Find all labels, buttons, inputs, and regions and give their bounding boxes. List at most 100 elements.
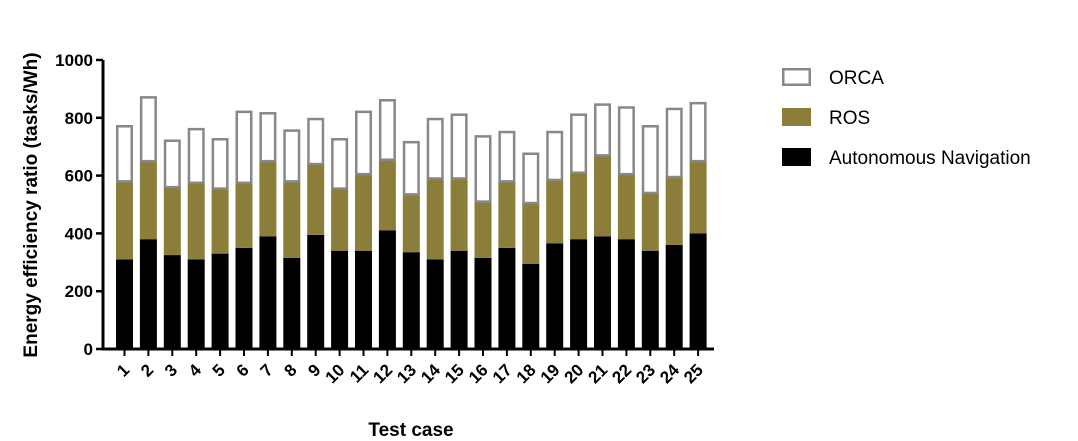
y-axis-title: Energy efficiency ratio (tasks/Wh) bbox=[21, 52, 42, 357]
bar-segment-ros bbox=[116, 181, 133, 260]
bar-segment-ros bbox=[307, 164, 325, 235]
bar-segment-orca bbox=[235, 110, 253, 185]
bar-segment-ros bbox=[163, 187, 181, 256]
bar-segment-orca bbox=[617, 106, 635, 176]
bar-segment-ros bbox=[641, 192, 659, 251]
bar-segment-autonomous-navigation bbox=[235, 247, 253, 349]
bar-segment-ros bbox=[378, 159, 396, 231]
y-ticks-group: 0 200 400 600 800 1000 bbox=[55, 51, 103, 359]
bar-segment-ros bbox=[450, 178, 468, 251]
bar-segment-ros bbox=[211, 188, 229, 254]
x-tick-label: 3 bbox=[161, 360, 181, 380]
bar-segment-ros bbox=[283, 181, 301, 258]
bar-segment-orca bbox=[116, 125, 133, 183]
bar-segment-orca bbox=[378, 99, 396, 161]
legend-label: Autonomous Navigation bbox=[829, 148, 1031, 169]
legend-swatch-ros bbox=[782, 108, 811, 126]
bar-segment-autonomous-navigation bbox=[617, 239, 635, 349]
x-tick-label: 5 bbox=[209, 360, 229, 380]
bar-segment-autonomous-navigation bbox=[187, 259, 205, 349]
bar-segment-ros bbox=[355, 174, 372, 251]
bar-segment-autonomous-navigation bbox=[116, 259, 133, 349]
bar-segment-orca bbox=[594, 103, 611, 157]
bar-segment-ros bbox=[617, 174, 635, 240]
bar-segment-orca bbox=[139, 96, 157, 163]
bar-segment-autonomous-navigation bbox=[641, 250, 659, 349]
y-tick-label: 200 bbox=[65, 282, 93, 301]
x-tick-label: 2 bbox=[137, 360, 157, 380]
bar-segment-orca bbox=[331, 138, 349, 190]
bar-segment-autonomous-navigation bbox=[211, 253, 229, 349]
bar-segment-ros bbox=[570, 172, 588, 240]
bar-segment-ros bbox=[259, 161, 277, 237]
y-tick-label: 800 bbox=[65, 109, 93, 128]
bar-segment-orca bbox=[187, 127, 205, 185]
bar-segment-autonomous-navigation bbox=[259, 236, 277, 349]
legend-label: ROS bbox=[829, 108, 870, 129]
bars-group bbox=[116, 96, 707, 349]
x-tick-label: 7 bbox=[257, 360, 277, 380]
bar-segment-ros bbox=[665, 177, 683, 245]
legend-label: ORCA bbox=[829, 68, 884, 89]
bar-segment-autonomous-navigation bbox=[522, 263, 540, 349]
bar-segment-autonomous-navigation bbox=[402, 252, 420, 349]
bar-segment-autonomous-navigation bbox=[665, 244, 683, 349]
bar-segment-ros bbox=[498, 181, 516, 248]
bar-segment-ros bbox=[402, 194, 420, 253]
bar-segment-autonomous-navigation bbox=[689, 233, 707, 349]
bar-segment-autonomous-navigation bbox=[163, 255, 181, 349]
bar-segment-orca bbox=[307, 117, 325, 166]
bar-segment-ros bbox=[235, 182, 253, 248]
bar-segment-ros bbox=[139, 161, 157, 240]
bar-segment-ros bbox=[689, 161, 707, 234]
bar-segment-ros bbox=[331, 188, 349, 251]
x-axis-title: Test case bbox=[368, 420, 453, 441]
bar-segment-autonomous-navigation bbox=[139, 239, 157, 349]
bar-segment-orca bbox=[546, 130, 564, 182]
bar-segment-autonomous-navigation bbox=[474, 257, 492, 349]
bar-segment-orca bbox=[259, 112, 277, 163]
legend-swatch-orca bbox=[782, 68, 811, 86]
y-tick-label: 0 bbox=[84, 340, 93, 359]
bar-segment-autonomous-navigation bbox=[450, 250, 468, 349]
bar-segment-autonomous-navigation bbox=[307, 234, 325, 349]
bar-segment-ros bbox=[474, 201, 492, 258]
bar-segment-autonomous-navigation bbox=[594, 236, 611, 349]
x-tick-label: 6 bbox=[233, 360, 253, 380]
bar-segment-orca bbox=[689, 101, 707, 163]
bar-segment-autonomous-navigation bbox=[546, 243, 564, 349]
x-tick-label: 9 bbox=[304, 360, 324, 380]
bar-segment-orca bbox=[426, 117, 444, 180]
bar-segment-orca bbox=[498, 130, 516, 183]
bar-segment-autonomous-navigation bbox=[570, 239, 588, 349]
bar-segment-orca bbox=[641, 125, 659, 195]
bar-segment-ros bbox=[522, 203, 540, 264]
bar-segment-orca bbox=[355, 110, 372, 176]
bar-segment-autonomous-navigation bbox=[378, 230, 396, 349]
bar-segment-orca bbox=[283, 129, 301, 183]
bar-segment-autonomous-navigation bbox=[498, 247, 516, 349]
bar-segment-orca bbox=[665, 107, 683, 179]
y-tick-label: 600 bbox=[65, 167, 93, 186]
bar-segment-orca bbox=[522, 152, 540, 205]
legend-swatch-autonomous-navigation bbox=[782, 148, 811, 166]
bar-segment-ros bbox=[546, 179, 564, 244]
x-tick-label: 8 bbox=[280, 360, 300, 380]
bar-segment-orca bbox=[450, 113, 468, 180]
x-tick-label: 10 bbox=[322, 360, 349, 387]
bar-segment-autonomous-navigation bbox=[355, 250, 372, 349]
bar-segment-ros bbox=[426, 178, 444, 260]
bar-segment-orca bbox=[570, 113, 588, 174]
bar-segment-ros bbox=[187, 182, 205, 260]
bar-segment-orca bbox=[211, 138, 229, 190]
x-ticks-group: 1 2 3 4 5 6 7 8 91011121314151617181920212223242… bbox=[113, 349, 707, 387]
y-tick-label: 400 bbox=[65, 224, 93, 243]
bar-segment-orca bbox=[402, 140, 420, 196]
bar-segment-autonomous-navigation bbox=[283, 257, 301, 349]
bar-segment-orca bbox=[163, 139, 181, 189]
bar-segment-orca bbox=[474, 135, 492, 203]
x-tick-label: 25 bbox=[680, 360, 707, 387]
bar-segment-ros bbox=[594, 155, 611, 237]
legend: ORCA ROS Autonomous Navigation bbox=[782, 68, 1031, 169]
